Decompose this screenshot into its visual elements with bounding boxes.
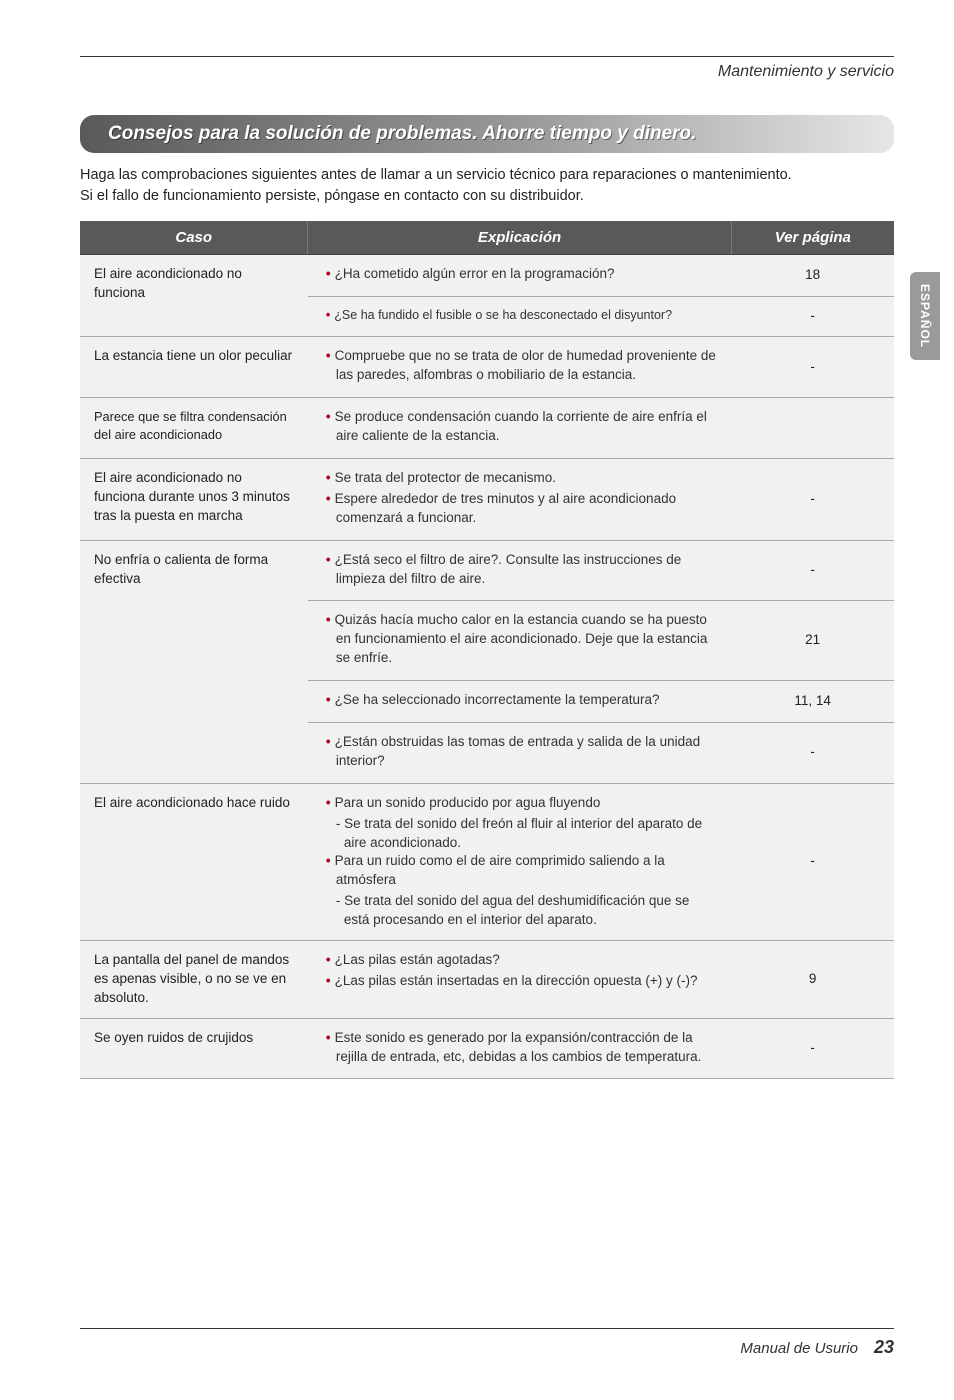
expl-text: ¿Se ha fundido el fusible o se ha descon… (334, 308, 672, 322)
cell-page: - (731, 1018, 894, 1079)
table-row: El aire acondicionado no funciona durant… (80, 458, 894, 540)
expl-text: ¿Las pilas están agotadas? (335, 952, 500, 967)
expl-text: Se trata del protector de mecanismo. (335, 470, 556, 485)
table-row: El aire acondicionado hace ruido •Para u… (80, 783, 894, 940)
table-row: La pantalla del panel de mandos es apena… (80, 941, 894, 1019)
cell-expl: •¿Se ha fundido el fusible o se ha desco… (308, 296, 731, 337)
section-banner: Consejos para la solución de problemas. … (80, 115, 894, 153)
cell-page: - (731, 723, 894, 784)
cell-expl: •Se trata del protector de mecanismo. •E… (308, 458, 731, 540)
intro-line-2: Si el fallo de funcionamiento persiste, … (80, 188, 584, 204)
col-caso: Caso (80, 221, 308, 255)
table-row: La estancia tiene un olor peculiar •Comp… (80, 337, 894, 398)
cell-page: - (731, 337, 894, 398)
expl-text: ¿Está seco el filtro de aire?. Consulte … (335, 552, 682, 586)
cell-expl: •¿Está seco el filtro de aire?. Consulte… (308, 540, 731, 601)
cell-expl: •Este sonido es generado por la expansió… (308, 1018, 731, 1079)
cell-caso: No enfría o calienta de forma efectiva (80, 540, 308, 783)
table-header-row: Caso Explicación Ver página (80, 221, 894, 255)
table-row: No enfría o calienta de forma efectiva •… (80, 540, 894, 601)
cell-page: - (731, 296, 894, 337)
expl-text: Compruebe que no se trata de olor de hum… (335, 348, 716, 382)
expl-sub: - Se trata del sonido del agua del deshu… (322, 892, 717, 930)
intro-text: Haga las comprobaciones siguientes antes… (80, 165, 894, 207)
cell-expl: •¿Las pilas están agotadas? •¿Las pilas … (308, 941, 731, 1019)
cell-expl: •Quizás hacía mucho calor en la estancia… (308, 601, 731, 681)
language-tab-label: ESPAÑOL (918, 284, 932, 348)
expl-text: Para un sonido producido por agua fluyen… (335, 795, 601, 810)
language-tab: ESPAÑOL (910, 272, 940, 360)
cell-expl: •Para un sonido producido por agua fluye… (308, 783, 731, 940)
col-explicacion: Explicación (308, 221, 731, 255)
expl-text: ¿Se ha seleccionado incorrectamente la t… (335, 692, 660, 707)
header-rule (80, 56, 894, 57)
cell-expl: •Se produce condensación cuando la corri… (308, 398, 731, 459)
expl-text: Para un ruido como el de aire comprimido… (335, 853, 665, 887)
cell-caso: El aire acondicionado no funciona durant… (80, 458, 308, 540)
cell-page: 18 (731, 255, 894, 297)
cell-page: - (731, 540, 894, 601)
footer-page-number: 23 (874, 1337, 894, 1358)
cell-page: 9 (731, 941, 894, 1019)
table-row: Se oyen ruidos de crujidos •Este sonido … (80, 1018, 894, 1079)
cell-page: - (731, 458, 894, 540)
expl-text: ¿Están obstruidas las tomas de entrada y… (335, 734, 700, 768)
banner-text: Consejos para la solución de problemas. … (108, 123, 696, 144)
expl-sub: - Se trata del sonido del freón al fluir… (322, 815, 717, 853)
cell-expl: •¿Se ha seleccionado incorrectamente la … (308, 681, 731, 723)
expl-text: Este sonido es generado por la expansión… (335, 1030, 702, 1064)
cell-page: - (731, 783, 894, 940)
cell-caso: La estancia tiene un olor peculiar (80, 337, 308, 398)
breadcrumb: Mantenimiento y servicio (80, 63, 894, 81)
cell-caso: El aire acondicionado hace ruido (80, 783, 308, 940)
page: Mantenimiento y servicio Consejos para l… (0, 0, 954, 1400)
expl-text: Se produce condensación cuando la corrie… (335, 409, 707, 443)
cell-expl: •¿Están obstruidas las tomas de entrada … (308, 723, 731, 784)
cell-expl: •¿Ha cometido algún error en la programa… (308, 255, 731, 297)
cell-page: 21 (731, 601, 894, 681)
expl-text: ¿Ha cometido algún error en la programac… (335, 266, 615, 281)
page-footer: Manual de Usurio 23 (80, 1328, 894, 1358)
expl-text: ¿Las pilas están insertadas en la direcc… (335, 973, 698, 988)
cell-caso: El aire acondicionado no funciona (80, 255, 308, 337)
cell-expl: •Compruebe que no se trata de olor de hu… (308, 337, 731, 398)
col-ver-pagina: Ver página (731, 221, 894, 255)
troubleshooting-table: Caso Explicación Ver página El aire acon… (80, 221, 894, 1079)
cell-page: 11, 14 (731, 681, 894, 723)
table-row: Parece que se filtra condensación del ai… (80, 398, 894, 459)
expl-text: Quizás hacía mucho calor en la estancia … (335, 612, 708, 665)
intro-line-1: Haga las comprobaciones siguientes antes… (80, 167, 792, 183)
table-row: El aire acondicionado no funciona •¿Ha c… (80, 255, 894, 297)
cell-page (731, 398, 894, 459)
cell-caso: Parece que se filtra condensación del ai… (80, 398, 308, 459)
footer-title: Manual de Usurio (740, 1340, 858, 1357)
cell-caso: La pantalla del panel de mandos es apena… (80, 941, 308, 1019)
expl-text: Espere alrededor de tres minutos y al ai… (335, 491, 676, 525)
cell-caso: Se oyen ruidos de crujidos (80, 1018, 308, 1079)
